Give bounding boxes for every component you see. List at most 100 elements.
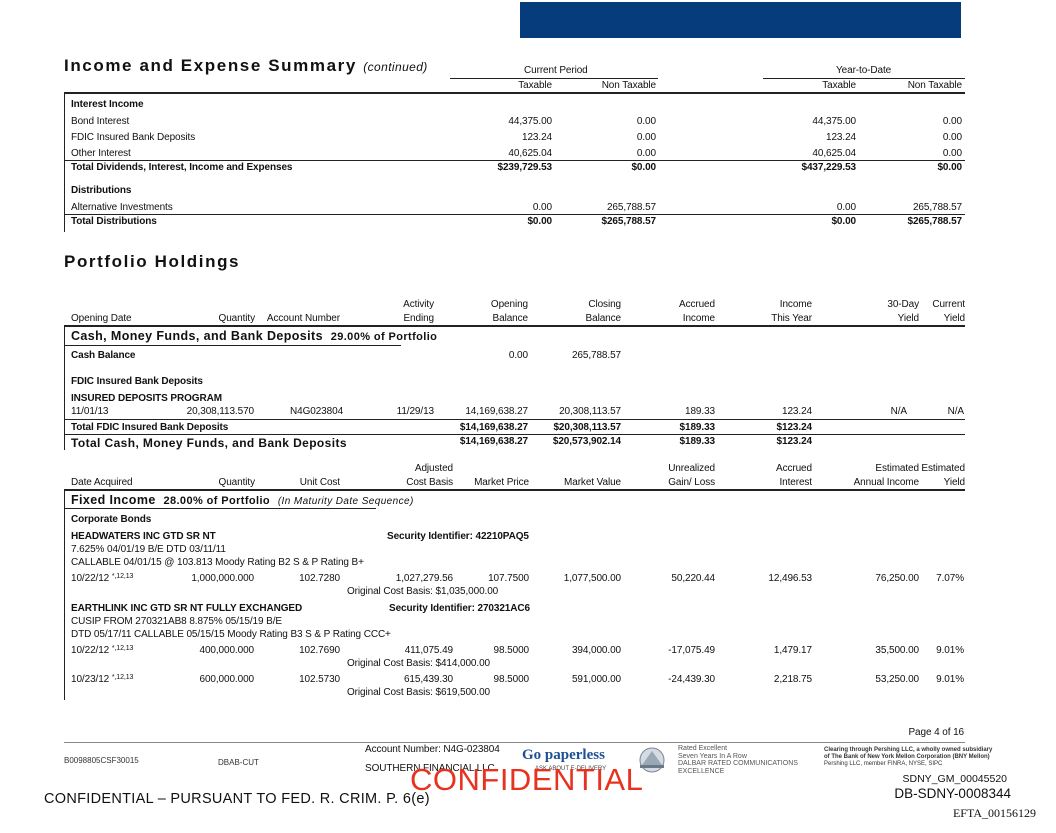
value-cell: 98.5000 bbox=[493, 674, 530, 685]
col-header: Current bbox=[932, 299, 965, 310]
col-header: Yield bbox=[943, 477, 965, 488]
total-distributions-label: Total Distributions bbox=[71, 216, 157, 227]
value-cell: 98.5000 bbox=[493, 645, 530, 656]
total-cell: $0.00 bbox=[631, 162, 656, 173]
company-name: SOUTHERN FINANCIAL LLC bbox=[365, 763, 495, 774]
row-label: FDIC Insured Bank Deposits bbox=[71, 132, 196, 143]
col-header: Date Acquired bbox=[71, 477, 133, 488]
value-cell: 35,500.00 bbox=[875, 645, 919, 656]
original-cost-basis: Original Cost Basis: $619,500.00 bbox=[347, 687, 490, 698]
clearing-disclosure: Clearing through Pershing LLC, a wholly … bbox=[824, 747, 993, 767]
security-identifier: Security Identifier: 42210PAQ5 bbox=[387, 531, 529, 542]
bond-detail: 7.625% 04/01/19 B/E DTD 03/11/11 bbox=[71, 544, 226, 555]
lot-date: 10/23/12 *,12,13 bbox=[71, 674, 134, 685]
col-header: Opening Date bbox=[71, 313, 132, 324]
corporate-bonds-label: Corporate Bonds bbox=[71, 514, 152, 525]
value-cell: 265,788.57 bbox=[606, 202, 656, 213]
bond-detail: DTD 05/17/11 CALLABLE 05/15/15 Moody Rat… bbox=[71, 629, 391, 640]
value-cell: 9.01% bbox=[936, 674, 964, 685]
security-identifier: Security Identifier: 270321AC6 bbox=[389, 603, 530, 614]
col-header: Market Price bbox=[474, 477, 529, 488]
bond-detail: CUSIP FROM 270321AB8 8.875% 05/15/19 B/E bbox=[71, 616, 282, 627]
cash-balance-label: Cash Balance bbox=[71, 350, 136, 361]
value-cell: 9.01% bbox=[936, 645, 964, 656]
cp-nontaxable-header: Non Taxable bbox=[601, 80, 656, 91]
col-header: Account Number bbox=[266, 313, 340, 324]
col-header: Quantity bbox=[218, 313, 256, 324]
holdings-title: Portfolio Holdings bbox=[64, 252, 241, 271]
value-cell: 1,027,279.56 bbox=[395, 573, 453, 584]
col-header: Yield bbox=[943, 313, 965, 324]
value-cell: 123.24 bbox=[826, 132, 856, 143]
bates-number: EFTA_00156129 bbox=[952, 806, 1036, 820]
value-cell: 107.7500 bbox=[488, 573, 529, 584]
distributions-label: Distributions bbox=[71, 185, 132, 196]
ytd-taxable-header: Taxable bbox=[822, 80, 856, 91]
cash-section-header: Cash, Money Funds, and Bank Deposits 29.… bbox=[71, 329, 438, 343]
total-cell: $265,788.57 bbox=[907, 216, 962, 227]
go-paperless-logo: Go paperless bbox=[522, 747, 605, 763]
value-cell: 1,077,500.00 bbox=[563, 573, 621, 584]
value-cell: 50,220.44 bbox=[671, 573, 715, 584]
lot-date: 10/22/12 *,12,13 bbox=[71, 573, 134, 584]
col-header: Estimated bbox=[921, 463, 965, 474]
value-cell: 11/29/13 bbox=[396, 406, 434, 417]
total-cell: $0.00 bbox=[937, 162, 962, 173]
value-cell: 1,000,000.000 bbox=[191, 573, 254, 584]
value-cell: 123.24 bbox=[782, 406, 812, 417]
value-cell: 12,496.53 bbox=[768, 573, 812, 584]
total-cell: $20,308,113.57 bbox=[553, 422, 621, 433]
total-dividends-label: Total Dividends, Interest, Income and Ex… bbox=[71, 162, 293, 173]
col-header: Gain/ Loss bbox=[668, 477, 715, 488]
value-cell: 0.00 bbox=[942, 148, 962, 159]
row-label: Alternative Investments bbox=[71, 202, 173, 213]
insured-program-label: INSURED DEPOSITS PROGRAM bbox=[71, 393, 222, 404]
value-cell: 102.5730 bbox=[299, 674, 340, 685]
total-cell: $239,729.53 bbox=[497, 162, 552, 173]
value-cell: 40,625.04 bbox=[508, 148, 552, 159]
dalbar-award: Rated Excellent Seven Years In A Row DAL… bbox=[678, 745, 798, 775]
total-cell: $437,229.53 bbox=[801, 162, 856, 173]
original-cost-basis: Original Cost Basis: $1,035,000.00 bbox=[347, 586, 499, 597]
col-header: Yield bbox=[897, 313, 919, 324]
value-cell: N/A bbox=[947, 406, 964, 417]
fdic-label: FDIC Insured Bank Deposits bbox=[71, 376, 203, 387]
total-cell: $189.33 bbox=[679, 422, 716, 433]
col-header: Estimated bbox=[875, 463, 919, 474]
col-header: Activity bbox=[403, 299, 434, 310]
value-cell: 0.00 bbox=[532, 202, 552, 213]
value-cell: 265,788.57 bbox=[571, 350, 621, 361]
page-number: Page 4 of 16 bbox=[908, 727, 964, 738]
value-cell: 265,788.57 bbox=[912, 202, 962, 213]
value-cell: 7.07% bbox=[936, 573, 964, 584]
interest-income-label: Interest Income bbox=[71, 99, 144, 110]
value-cell: 2,218.75 bbox=[773, 674, 812, 685]
col-header: Income bbox=[779, 299, 812, 310]
col-header: Accrued bbox=[776, 463, 812, 474]
col-header: Quantity bbox=[218, 477, 256, 488]
cp-taxable-header: Taxable bbox=[518, 80, 552, 91]
total-cell: $123.24 bbox=[776, 436, 813, 447]
total-cell: $14,169,638.27 bbox=[459, 436, 528, 447]
value-cell: 44,375.00 bbox=[812, 116, 856, 127]
value-cell: 76,250.00 bbox=[875, 573, 919, 584]
col-header: Accrued bbox=[679, 299, 715, 310]
bond-name: EARTHLINK INC GTD SR NT FULLY EXCHANGED bbox=[71, 603, 303, 614]
value-cell: 44,375.00 bbox=[508, 116, 552, 127]
value-cell: 411,075.49 bbox=[404, 645, 453, 656]
value-cell: 0.00 bbox=[636, 148, 656, 159]
bond-detail: CALLABLE 04/01/15 @ 103.813 Moody Rating… bbox=[71, 557, 364, 568]
total-cash-label: Total Cash, Money Funds, and Bank Deposi… bbox=[71, 436, 347, 450]
cut-code: DBAB-CUT bbox=[218, 758, 259, 767]
value-cell: 591,000.00 bbox=[571, 674, 621, 685]
row-label: Other Interest bbox=[71, 148, 131, 159]
lot-date: 10/22/12 *,12,13 bbox=[71, 645, 134, 656]
total-cell: $0.00 bbox=[831, 216, 856, 227]
bond-name: HEADWATERS INC GTD SR NT bbox=[71, 531, 216, 542]
total-cell: $189.33 bbox=[679, 436, 716, 447]
value-cell: 11/01/13 bbox=[71, 406, 109, 417]
col-header: Opening bbox=[490, 299, 528, 310]
value-cell: 0.00 bbox=[942, 132, 962, 143]
fixed-income-section-header: Fixed Income 28.00% of Portfolio (In Mat… bbox=[71, 493, 414, 507]
col-header: Interest bbox=[779, 477, 812, 488]
